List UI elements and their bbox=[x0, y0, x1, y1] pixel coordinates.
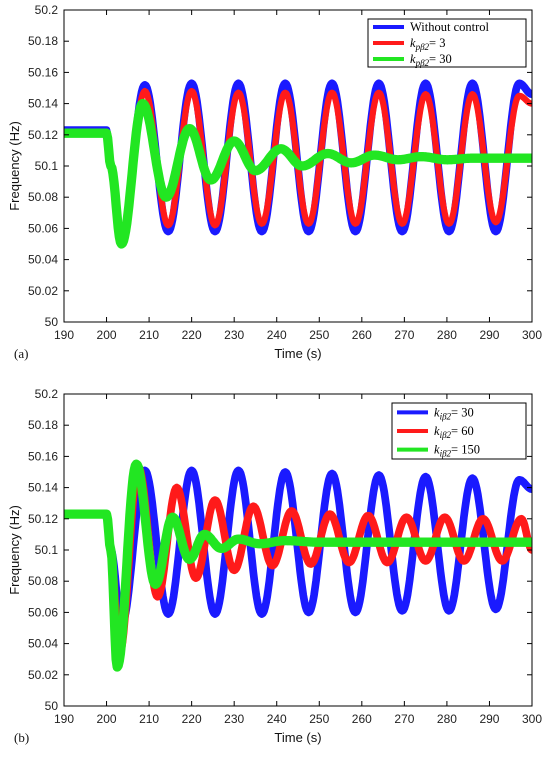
x-tick-label: 200 bbox=[97, 328, 117, 342]
y-tick-label: 50.18 bbox=[28, 418, 58, 432]
legend-entry-3: kpβ2= 30 bbox=[410, 52, 452, 68]
y-tick-label: 50.14 bbox=[28, 481, 58, 495]
legend: kiβ2= 30 kiβ2= 60 kiβ2= 150 bbox=[391, 402, 527, 460]
x-tick-label: 260 bbox=[352, 328, 372, 342]
x-tick-label: 190 bbox=[54, 328, 74, 342]
y-tick-label: 50.06 bbox=[28, 221, 58, 235]
x-tick-label: 270 bbox=[394, 328, 414, 342]
y-tick-label: 50.06 bbox=[28, 605, 58, 619]
y-axis-label: Frequency (Hz) bbox=[7, 505, 22, 595]
y-tick-label: 50.12 bbox=[28, 128, 58, 142]
x-tick-label: 220 bbox=[182, 712, 202, 726]
x-tick-label: 240 bbox=[267, 328, 287, 342]
x-tick-label: 250 bbox=[309, 712, 329, 726]
legend-entry-3: kiβ2= 150 bbox=[434, 443, 480, 459]
legend-entry-1: Without control bbox=[410, 20, 490, 34]
x-tick-label: 230 bbox=[224, 712, 244, 726]
y-tick-label: 50.2 bbox=[35, 3, 59, 17]
series-line-3 bbox=[64, 98, 532, 249]
y-tick-label: 50.1 bbox=[35, 543, 59, 557]
y-tick-label: 50 bbox=[45, 699, 59, 713]
x-tick-label: 260 bbox=[352, 712, 372, 726]
chart-panel-a: 190 200 210 220 230 240 250 260 270 280 290 300 50 50… bbox=[7, 3, 542, 361]
x-tick-label: 220 bbox=[182, 328, 202, 342]
y-tick-label: 50.02 bbox=[28, 668, 58, 682]
chart-panel-b: 190 200 210 220 230 240 250 260 270 280 290 300 50 50… bbox=[7, 387, 542, 745]
legend-entry-1: kiβ2= 30 bbox=[434, 405, 474, 421]
x-tick-label: 280 bbox=[437, 328, 457, 342]
x-tick-label: 290 bbox=[479, 328, 499, 342]
legend-entry-2: kpβ2= 3 bbox=[410, 36, 445, 52]
x-tick-label: 240 bbox=[267, 712, 287, 726]
x-axis-label: Time (s) bbox=[274, 346, 321, 361]
y-tick-label: 50.14 bbox=[28, 97, 58, 111]
y-tick-label: 50.04 bbox=[28, 253, 58, 267]
x-tick-label: 200 bbox=[97, 712, 117, 726]
plot-area bbox=[64, 459, 532, 672]
plot-area bbox=[64, 79, 532, 249]
x-tick-label: 210 bbox=[139, 712, 159, 726]
y-tick-label: 50.12 bbox=[28, 512, 58, 526]
x-tick-label: 230 bbox=[224, 328, 244, 342]
y-tick-label: 50.02 bbox=[28, 284, 58, 298]
x-tick-label: 270 bbox=[394, 712, 414, 726]
x-tick-label: 290 bbox=[479, 712, 499, 726]
y-tick-label: 50.2 bbox=[35, 387, 59, 401]
panel-label: (b) bbox=[14, 730, 29, 745]
x-tick-label: 250 bbox=[309, 328, 329, 342]
y-tick-label: 50.08 bbox=[28, 574, 58, 588]
x-tick-label: 300 bbox=[522, 328, 542, 342]
y-tick-label: 50.16 bbox=[28, 65, 58, 79]
panel-label: (a) bbox=[14, 346, 28, 361]
y-tick-label: 50.04 bbox=[28, 637, 58, 651]
y-tick-label: 50.18 bbox=[28, 34, 58, 48]
x-tick-label: 280 bbox=[437, 712, 457, 726]
x-tick-label: 300 bbox=[522, 712, 542, 726]
y-tick-label: 50.08 bbox=[28, 190, 58, 204]
y-tick-label: 50 bbox=[45, 315, 59, 329]
x-tick-label: 210 bbox=[139, 328, 159, 342]
x-tick-label: 190 bbox=[54, 712, 74, 726]
y-tick-label: 50.1 bbox=[35, 159, 59, 173]
series-line-3 bbox=[64, 459, 532, 672]
y-axis-label: Frequency (Hz) bbox=[7, 121, 22, 211]
legend-entry-2: kiβ2= 60 bbox=[434, 424, 474, 440]
y-tick-label: 50.16 bbox=[28, 449, 58, 463]
x-axis-label: Time (s) bbox=[274, 730, 321, 745]
